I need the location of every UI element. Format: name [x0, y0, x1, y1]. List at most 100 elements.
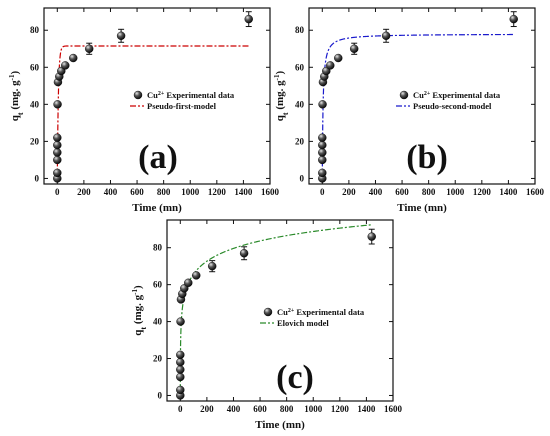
x-tick-label: 1200 — [331, 404, 350, 414]
legend-label-sup: 2+ — [158, 91, 165, 97]
data-point — [53, 155, 62, 165]
data-point — [318, 140, 327, 150]
x-axis-label: Time (mn) — [132, 202, 182, 214]
y-tick-label: 40 — [30, 99, 40, 109]
y-tick-label: 80 — [30, 25, 40, 35]
data-point — [53, 148, 62, 157]
data-point — [207, 261, 217, 271]
x-tick-label: 200 — [200, 404, 214, 414]
data-point — [192, 271, 201, 280]
legend-label-prefix: Cu — [147, 90, 158, 100]
data-point — [318, 155, 327, 165]
x-tick-label: 1600 — [384, 404, 403, 414]
plot-frame — [308, 7, 536, 185]
y-axis-label-sup: -1 — [8, 74, 16, 80]
y-axis-label-sup: -1 — [273, 74, 281, 80]
chart-panel-a: 0 200 400 600 800 1000 1200 1400 1600 0 20 40 60 80 Ti… — [8, 7, 280, 214]
y-axis-label: qt (mg. g-1) — [131, 285, 148, 336]
legend-label-sup: 2+ — [424, 91, 431, 97]
y-axis-label-close: ) — [274, 70, 286, 74]
x-tick-label: 1000 — [304, 404, 323, 414]
legend-marker-experimental — [133, 90, 143, 100]
x-axis-label: Time (mn) — [255, 419, 305, 431]
data-point — [350, 44, 359, 53]
legend-label-experimental: Cu2+ Experimental data — [413, 90, 501, 100]
x-tick-label: 600 — [253, 404, 267, 414]
y-axis-label-main: q — [132, 329, 144, 336]
y-axis-label-sub: t — [16, 112, 25, 115]
x-tick-label: 1200 — [473, 187, 492, 197]
y-axis-label-close: ) — [132, 285, 144, 289]
x-tick-label: 400 — [104, 187, 118, 197]
data-point — [318, 148, 327, 157]
data-point — [176, 365, 185, 374]
data-point — [334, 53, 343, 63]
data-point — [69, 53, 78, 63]
chart-panel-c: 0 200 400 600 800 1000 1200 1400 1600 0 20 40 60 80 Ti… — [131, 219, 403, 431]
x-tick-label: 400 — [369, 187, 383, 197]
legend-marker-experimental — [263, 307, 273, 317]
y-tick-label: 0 — [158, 390, 163, 400]
y-tick-label: 0 — [35, 173, 40, 183]
y-tick-label: 60 — [153, 280, 163, 290]
data-point — [176, 385, 185, 395]
x-tick-label: 0 — [178, 404, 183, 414]
y-tick-label: 40 — [153, 317, 163, 327]
legend-label-model: Pseudo-first-model — [147, 101, 217, 111]
y-axis-label-sub: t — [139, 327, 148, 330]
data-point — [367, 232, 376, 241]
y-tick-label: 80 — [153, 243, 163, 253]
data-point — [318, 168, 327, 178]
plot-frame — [166, 219, 394, 402]
y-axis-label-unit: (mg. g — [132, 294, 144, 327]
x-tick-label: 1600 — [261, 187, 280, 197]
panel-label: (a) — [138, 139, 178, 176]
x-tick-label: 200 — [77, 187, 91, 197]
panel-label: (b) — [406, 139, 448, 176]
x-tick-label: 0 — [55, 187, 60, 197]
y-axis-label-main: q — [9, 114, 21, 121]
data-point — [176, 372, 185, 382]
data-point — [509, 14, 518, 24]
y-axis-label-sup: -1 — [131, 288, 139, 294]
x-axis-label: Time (mn) — [397, 202, 447, 214]
data-point — [53, 140, 62, 150]
data-point — [53, 133, 62, 142]
legend-label-suffix: Experimental data — [164, 90, 235, 100]
y-axis-label-unit: (mg. g — [9, 80, 21, 113]
data-point — [61, 61, 70, 70]
x-tick-label: 800 — [280, 404, 294, 414]
panel-label: (c) — [276, 359, 314, 396]
x-tick-label: 200 — [342, 187, 356, 197]
legend-label-sup: 2+ — [288, 308, 295, 314]
legend-label-suffix: Experimental data — [430, 90, 501, 100]
data-point — [116, 31, 126, 40]
x-tick-label: 1000 — [181, 187, 200, 197]
x-tick-label: 1400 — [499, 187, 518, 197]
legend-label-experimental: Cu2+ Experimental data — [277, 307, 365, 317]
y-axis-label: qt (mg. g-1) — [8, 70, 25, 121]
legend-label-suffix: Experimental data — [294, 307, 365, 317]
y-tick-label: 20 — [295, 136, 305, 146]
legend-marker-experimental — [399, 90, 409, 100]
x-tick-label: 400 — [227, 404, 241, 414]
y-tick-label: 20 — [30, 136, 40, 146]
x-tick-label: 800 — [422, 187, 436, 197]
model-curve — [179, 224, 373, 395]
y-tick-label: 60 — [295, 62, 305, 72]
x-tick-label: 600 — [130, 187, 144, 197]
data-point — [244, 14, 253, 24]
legend-label-prefix: Cu — [413, 90, 424, 100]
data-point — [381, 31, 391, 40]
y-axis-label-main: q — [274, 114, 286, 121]
model-curve — [321, 33, 515, 179]
x-tick-label: 600 — [395, 187, 409, 197]
data-point — [176, 350, 185, 360]
data-point — [84, 44, 94, 53]
y-axis-label: qt (mg. g-1) — [273, 70, 290, 121]
y-tick-label: 20 — [153, 354, 163, 364]
x-tick-label: 1200 — [208, 187, 227, 197]
y-axis-label-unit: (mg. g — [274, 80, 286, 113]
legend-label-model: Elovich model — [277, 318, 329, 328]
plot-frame — [43, 7, 271, 185]
